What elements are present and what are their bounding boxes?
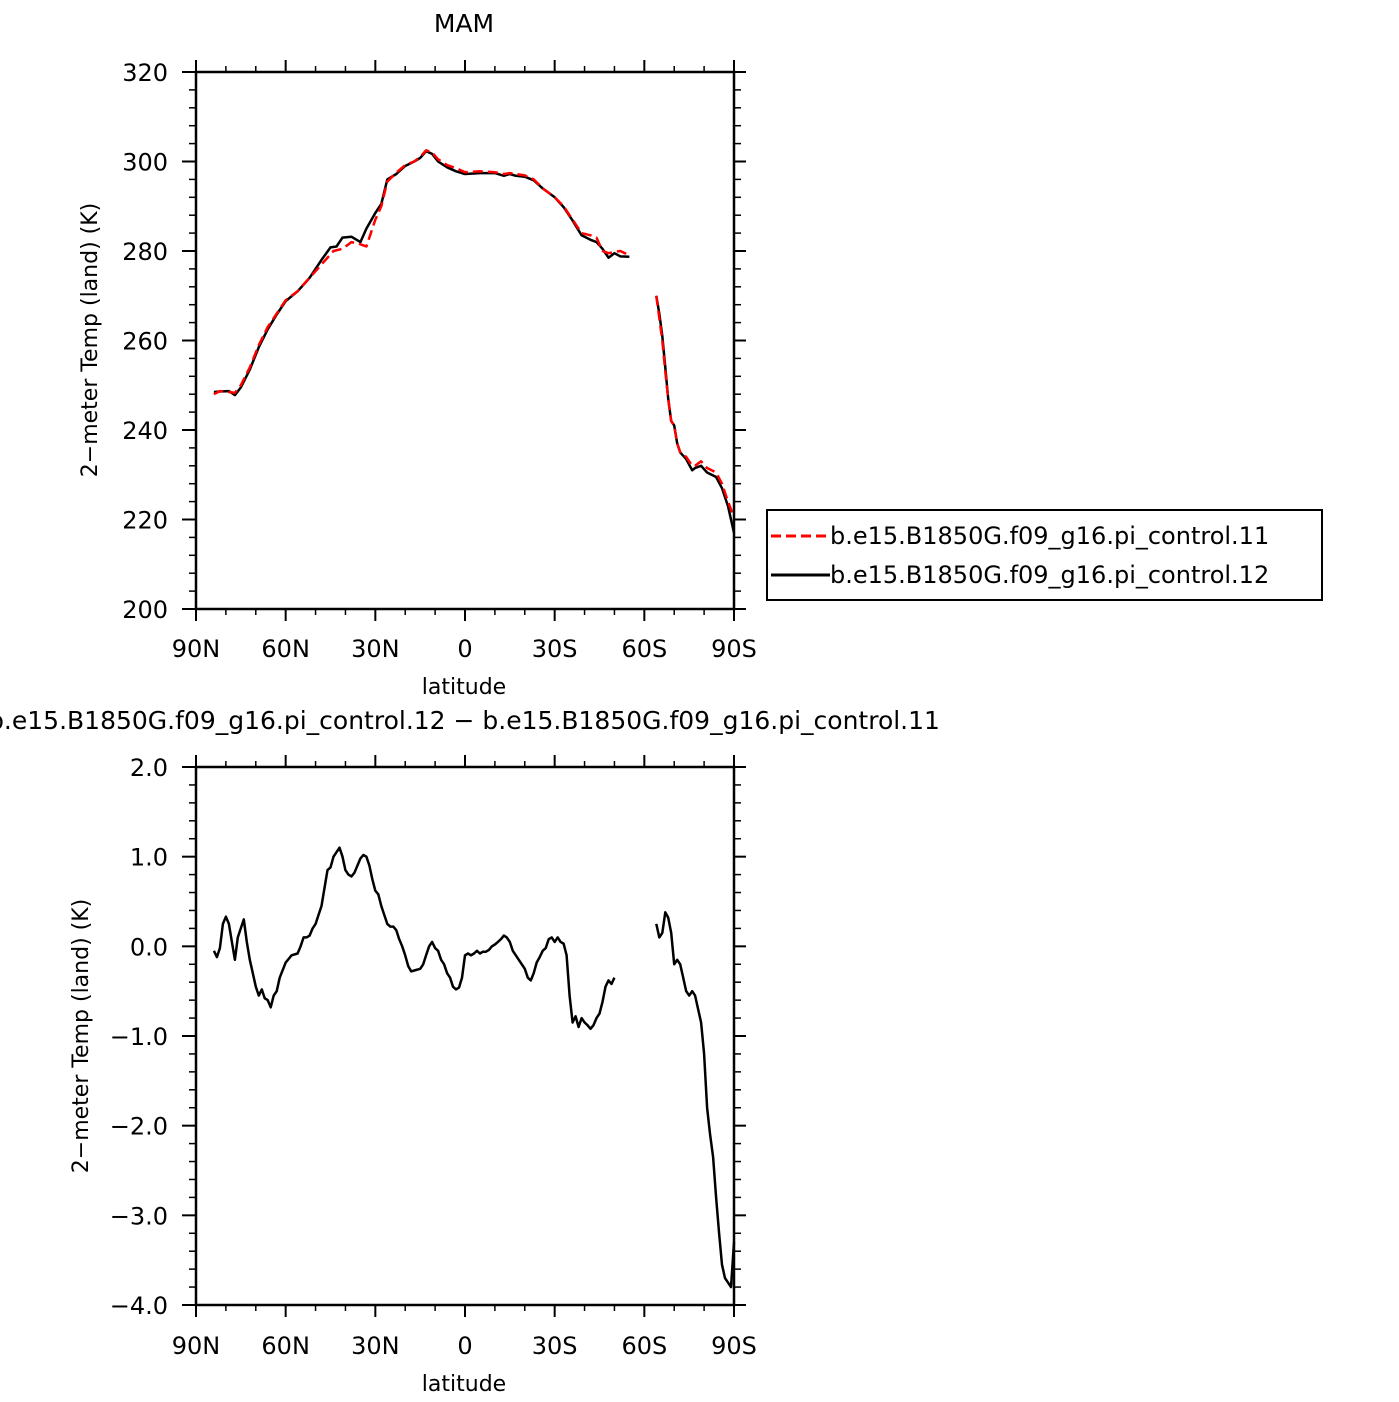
y-tick-label: 220	[122, 507, 168, 535]
series-line-south	[655, 295, 736, 534]
plot-frame	[194, 70, 736, 611]
y-tick-label: −4.0	[110, 1292, 168, 1320]
x-tick-label: 0	[457, 1332, 472, 1360]
x-tick-label: 30N	[351, 635, 400, 663]
axis-ticks: 90N 60N 30N 0 30S 60S 90S 200 220 240 260 280 300 320	[122, 59, 757, 663]
x-axis-label-bottom: latitude	[422, 1372, 506, 1397]
x-tick-label: 60S	[621, 1332, 667, 1360]
x-tick-label: 60S	[621, 635, 667, 663]
y-tick-label: 1.0	[130, 844, 168, 872]
y-tick-label: 280	[122, 238, 168, 266]
series-line	[213, 149, 630, 396]
y-tick-label: −1.0	[110, 1023, 168, 1051]
x-tick-label: 0	[457, 635, 472, 663]
y-tick-label: 0.0	[130, 933, 168, 961]
y-tick-label: 2.0	[130, 754, 168, 782]
x-tick-label: 90S	[711, 635, 757, 663]
x-tick-label: 60N	[261, 1332, 310, 1360]
series-line	[212, 846, 616, 1031]
x-tick-label: 30S	[532, 635, 578, 663]
temperature-panel: MAM 2−meter Temp (land) (K) latitude 90N…	[78, 9, 757, 700]
x-tick-label: 90N	[172, 635, 221, 663]
plot-frame-bottom	[194, 765, 736, 1307]
y-tick-label: 320	[122, 59, 168, 87]
difference-panel: b.e15.B1850G.f09_g16.pi_control.12 − b.e…	[0, 706, 940, 1397]
x-tick-label: 90N	[172, 1332, 221, 1360]
legend-label-control-11: b.e15.B1850G.f09_g16.pi_control.11	[830, 522, 1269, 550]
data-lines	[213, 149, 736, 534]
y-tick-label: 240	[122, 417, 168, 445]
legend-label-control-12: b.e15.B1850G.f09_g16.pi_control.12	[830, 561, 1269, 589]
x-axis-label: latitude	[422, 675, 506, 700]
y-axis-label: 2−meter Temp (land) (K)	[78, 203, 103, 477]
y-tick-label: −3.0	[110, 1202, 168, 1230]
legend: b.e15.B1850G.f09_g16.pi_control.11 b.e15…	[766, 509, 1323, 601]
chart-title: MAM	[434, 9, 494, 38]
x-tick-label: 60N	[261, 635, 310, 663]
x-tick-label: 30S	[532, 1332, 578, 1360]
series-line-south	[655, 295, 736, 518]
series-line	[213, 149, 630, 397]
series-line-south	[655, 911, 736, 1289]
x-tick-label: 30N	[351, 1332, 400, 1360]
y-tick-label: 300	[122, 149, 168, 177]
x-tick-label: 90S	[711, 1332, 757, 1360]
data-lines-bottom	[212, 846, 736, 1289]
y-tick-label: 200	[122, 596, 168, 624]
y-axis-label-bottom: 2−meter Temp (land) (K)	[69, 899, 94, 1173]
y-tick-label: 260	[122, 328, 168, 356]
y-tick-label: −2.0	[110, 1113, 168, 1141]
difference-title: b.e15.B1850G.f09_g16.pi_control.12 − b.e…	[0, 706, 940, 735]
axis-ticks-bottom: 90N 60N 30N 0 30S 60S 90S −4.0 −3.0 −2.0 −1.0 0.0 1.…	[110, 754, 757, 1360]
legend-box	[766, 509, 1323, 601]
